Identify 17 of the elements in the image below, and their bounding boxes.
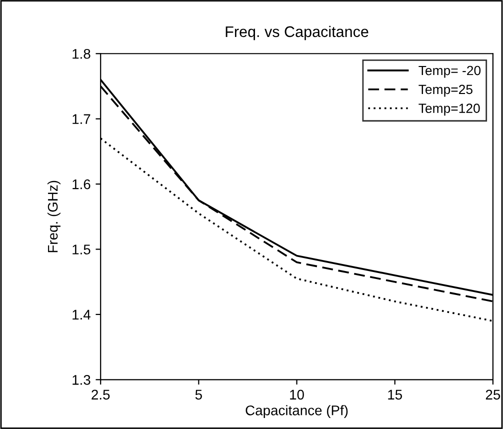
- legend-label: Temp=25: [418, 84, 472, 97]
- y-tick-label: 1.6: [72, 179, 90, 190]
- y-tick-label: 1.4: [72, 310, 90, 320]
- y-tick-label: 1.5: [72, 244, 90, 254]
- y-axis-title: Freq. (GHz): [48, 180, 60, 252]
- y-tick-label: 1.7: [72, 114, 90, 124]
- x-tick-label: 15: [388, 390, 402, 400]
- y-tick-label: 1.3: [72, 375, 90, 385]
- legend-label: Temp=120: [418, 104, 480, 116]
- x-tick-label: 2.5: [92, 390, 110, 400]
- y-tick-label: 1.8: [72, 48, 90, 59]
- x-tick-label: 25: [486, 390, 500, 400]
- legend-label: Temp= -20: [418, 66, 481, 78]
- chart-title: Freq. vs Capacitance: [226, 26, 368, 40]
- x-tick-label: 5: [195, 390, 202, 400]
- x-axis-title: Capacitance (Pf): [246, 405, 348, 418]
- x-tick-label: 10: [290, 390, 304, 400]
